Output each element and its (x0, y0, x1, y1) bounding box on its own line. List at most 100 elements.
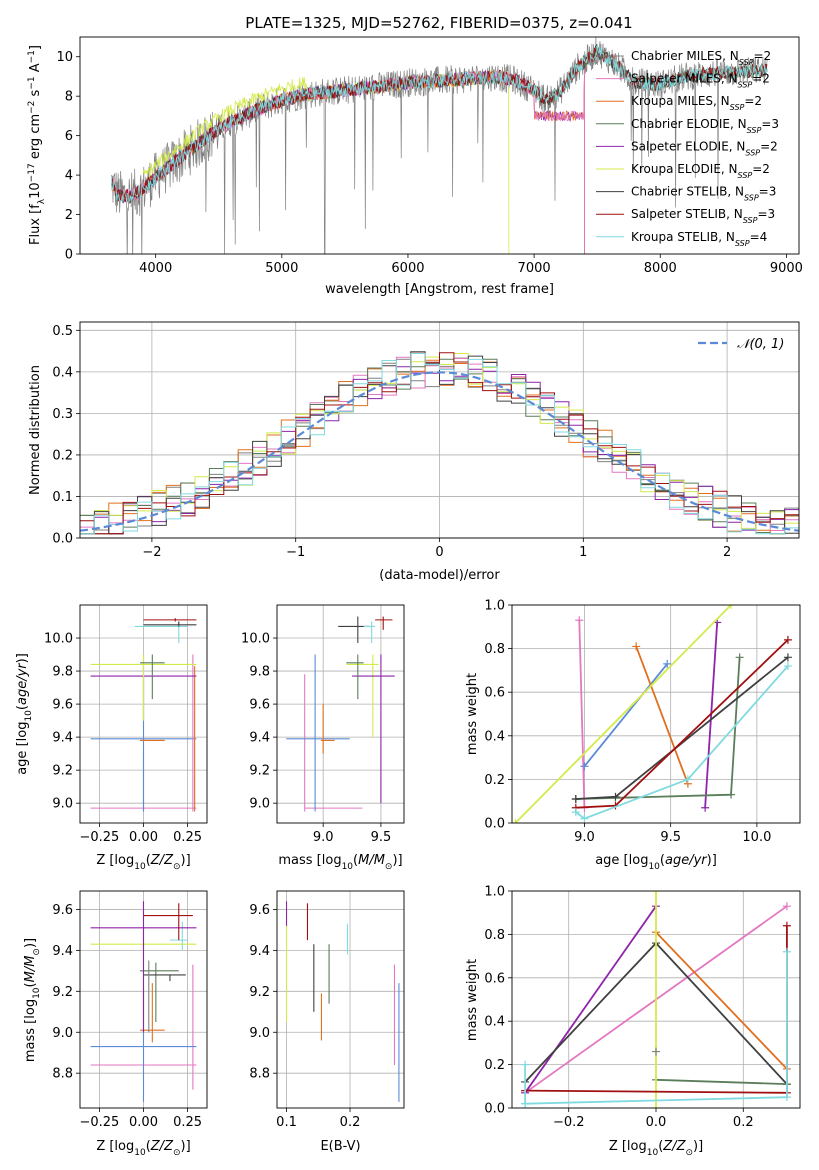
ageM-xlabel-part: ( (353, 853, 358, 868)
mwZ-xlabel-part: Z [log (609, 1139, 647, 1154)
massZ-ylabel-part: )] (23, 938, 38, 948)
mass_weight_vs_age-series-gauss (583, 663, 668, 767)
spectrum-xtick-label: 5000 (265, 261, 298, 276)
hist-xlabel: (data-model)/error (379, 568, 500, 583)
spectrum-legend-label: Chabrier ELODIE, NSSP=3 (631, 117, 779, 135)
spectrum-xlabel: wavelength [Angstrom, rest frame] (325, 282, 554, 297)
mass_weight_vs_age-marker-chabrier_stelib (783, 653, 792, 662)
spectrum-legend-label: Kroupa ELODIE, NSSP=2 (631, 162, 770, 180)
spectrum-legend-label-count: =3 (757, 207, 775, 221)
massZ-ylabel-part: M/M (23, 956, 38, 983)
hist-ylabel: Normed distribution (28, 365, 43, 495)
mass_weight_vs_age-marker-kroupa_miles (632, 642, 641, 651)
mass_weight_vs_Z-marker-chabrier_miles (652, 1047, 660, 1056)
spectrum-legend-label: Kroupa MILES, NSSP=2 (631, 94, 762, 112)
age_vs_mass-ytick-label: 9.2 (249, 764, 270, 779)
hist-step-salpeter_stelib (80, 352, 799, 535)
mwAge-xlabel-part: )] (707, 853, 717, 868)
spectrum-ytick-label: 4 (65, 169, 73, 184)
mass_weight_vs_Z-marker-kroupa_elodie (652, 891, 660, 895)
spectrum-legend-label-count: =3 (759, 185, 777, 199)
mass_vs_ebv-ytick-label: 8.8 (249, 1067, 270, 1082)
residual_hist-xtick-label: 2 (723, 545, 731, 560)
massZ-ylabel-part: mass [log (23, 999, 38, 1062)
spectrum-ylabel: Flux [fλ10−17 erg cm−2 s−1 A−1] (27, 45, 47, 245)
spectrum-legend-label: Chabrier MILES, NSSP=2 (631, 49, 771, 67)
mass_weight_vs_age-ytick-label: 0.4 (484, 729, 505, 744)
mass-weight-vs-age-panel: 9.0 9.5 10.0 0.0 0.2 0.4 0.6 0.8 1.0 age [log10(a… (465, 599, 801, 872)
hist-plot-area (80, 351, 799, 535)
ageZ-xlabel-part: ⊙ (173, 862, 181, 872)
massZ-ylabel-part: 10 (32, 987, 42, 999)
spectrum-legend-label-text: Kroupa STELIB, N (631, 230, 735, 244)
massZ-xlabel-part: )] (181, 1139, 191, 1154)
ageZ-xlabel-part: )] (181, 853, 191, 868)
ageZ-xlabel-part: ( (146, 853, 151, 868)
spectrum-legend-label-text: Salpeter STELIB, N (631, 207, 743, 221)
mass_vs_ebv-frame (276, 890, 405, 1109)
spectrum-ylabel-part: A (28, 63, 43, 76)
mass_vs_ebv-ytick-label: 9.0 (249, 1026, 270, 1041)
age_vs_mass-xtick-label: 9.5 (371, 830, 392, 845)
spectrum-legend-label-sub: SSP (735, 238, 750, 247)
mass_weight_vs_age-marker-chabrier_stelib (611, 792, 620, 801)
age_vs_mass-ytick-label: 10.0 (241, 632, 270, 647)
spectrum-legend-label-count: =4 (750, 230, 768, 244)
ageM-xlabel-part: mass [log (278, 853, 341, 868)
residual_hist-ytick-label: 0.2 (52, 448, 73, 463)
mass_vs_Z-frame (79, 890, 208, 1109)
residual_hist-xtick-label: 1 (579, 545, 587, 560)
mwZ-xlabel-part: 10 (647, 1148, 659, 1158)
massZ-ylabel-part: ⊙ (32, 948, 42, 956)
spectrum-legend-label-sub: SSP (739, 58, 754, 67)
age_vs_mass-ytick-label: 9.8 (249, 665, 270, 680)
ageZ-ylabel-part: ( (15, 705, 30, 710)
spectrum-legend-label: Salpeter MILES, NSSP=2 (631, 72, 770, 90)
spectrum-legend-label-count: =2 (760, 139, 778, 153)
spectrum-xtick-label: 6000 (391, 261, 424, 276)
spectrum-ylabel-part: Flux [f (28, 204, 43, 245)
spectrum-ytick-label: 2 (65, 208, 73, 223)
mass_vs_ebv-ytick-label: 9.4 (249, 944, 270, 959)
hist-frame (79, 321, 800, 539)
ageM-xlabel-part: M/M (358, 853, 385, 868)
spectrum-panel: 4000 5000 6000 7000 8000 9000 0 2 4 6 8 10 wavelengt… (27, 36, 803, 297)
residual_hist-ytick-label: 0.5 (52, 324, 73, 339)
age_vs_Z-xtick-label: 0.00 (129, 830, 158, 845)
spectrum-ylabel-part: ] (28, 45, 43, 50)
mass_weight_vs_Z-series-chabrier_elodie (655, 1078, 787, 1085)
hist-step-kroupa_stelib (80, 353, 799, 535)
residual_hist-ytick-label: 0.4 (52, 365, 73, 380)
spectrum-legend-label-sub: SSP (745, 148, 760, 157)
mass_weight_vs_Z-frame (511, 890, 801, 1109)
mass_weight_vs_age-marker-kroupa_stelib (783, 662, 792, 671)
spectrum-ylabel-part: erg cm (28, 114, 43, 163)
age_vs_Z-plot-area (90, 618, 197, 812)
ageZ-ylabel-part: age/yr (15, 662, 30, 705)
mass_weight_vs_Z-series-kroupa_miles (655, 931, 788, 1070)
mwZ-xlabel: Z [log10(Z/Z⊙)] (609, 1139, 703, 1158)
mass_weight_vs_age-ytick-label: 0.2 (484, 773, 505, 788)
spectrum-legend-label-sub: SSP (730, 103, 745, 112)
massZ-xlabel-part: ⊙ (173, 1148, 181, 1158)
mass_weight_vs_age-series-chabrier_stelib (575, 656, 789, 800)
mwZ-xlabel-part: )] (693, 1139, 703, 1154)
spectrum-legend-label-count: =2 (753, 49, 771, 63)
spectrum-legend-label: Salpeter STELIB, NSSP=3 (631, 207, 775, 225)
mwZ-ylabel: mass weight (465, 959, 480, 1041)
ageZ-ylabel-part: 10 (24, 710, 34, 722)
mass_weight_vs_Z-marker-kroupa_elodie (652, 1104, 660, 1108)
age_vs_mass-xtick-label: 9.0 (313, 830, 334, 845)
spectrum-legend-label-count: =3 (761, 117, 779, 131)
mass_weight_vs_age-xtick-label: 10.0 (742, 830, 771, 845)
mass_weight_vs_age-marker-kroupa_stelib (683, 775, 692, 784)
mass_weight_vs_age-ytick-label: 1.0 (484, 599, 505, 614)
mass_vs_Z-ytick-label: 9.4 (52, 944, 73, 959)
massZ-xlabel-part: 10 (134, 1148, 146, 1158)
spectrum-legend-label-text: Chabrier STELIB, N (631, 185, 744, 199)
mass_vs_Z-plot-area (90, 901, 197, 1102)
mass_weight_vs_Z-xtick-label: 0.0 (646, 1115, 667, 1130)
mass_vs_ebv-xtick-label: 0.1 (276, 1115, 297, 1130)
residual_hist-xtick-label: 0 (435, 545, 443, 560)
ageM-xlabel-part: 10 (342, 862, 354, 872)
